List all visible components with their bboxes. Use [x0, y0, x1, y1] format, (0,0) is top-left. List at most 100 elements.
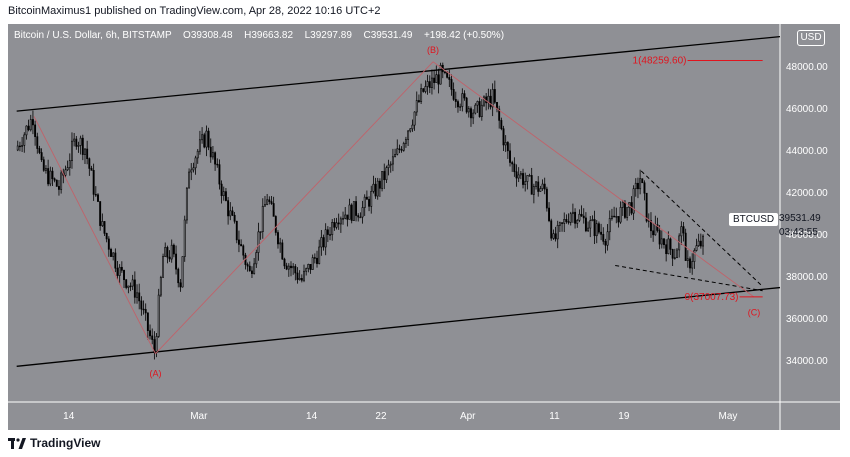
x-tick-label: 22 [375, 411, 387, 422]
candle-body [285, 265, 288, 270]
x-tick-label: May [719, 411, 738, 422]
candle-body [422, 88, 425, 92]
candle-body [378, 180, 381, 189]
chart-pane[interactable]: 34000.00 36000.00 38000.00 40000.00 42000.00… [8, 24, 840, 430]
candle-body [381, 171, 384, 189]
candle-body [435, 74, 438, 83]
candle-body [467, 108, 470, 113]
candle-body [637, 182, 639, 190]
candle-body [324, 229, 327, 248]
candle-body [92, 170, 95, 195]
y-tick-label: 38000.00 [786, 272, 828, 283]
candle-body [394, 154, 397, 158]
candle-body [667, 238, 670, 255]
candle-body [604, 241, 607, 246]
candle-body [185, 187, 188, 221]
candle-body [528, 175, 531, 177]
candle-body [610, 215, 613, 219]
candle-body [652, 230, 655, 236]
candle-body [600, 231, 603, 235]
candle-body [517, 174, 520, 179]
candle-body [274, 216, 277, 233]
candle-body [522, 173, 524, 185]
candle-body [129, 285, 132, 288]
price-chart[interactable]: 34000.00 36000.00 38000.00 40000.00 42000.00… [8, 24, 840, 430]
wave-line [432, 61, 755, 298]
candle-body [16, 145, 19, 151]
candle-body [350, 204, 353, 221]
candle-body [387, 164, 390, 168]
symbol-name: Bitcoin / U.S. Dollar, 6h, BITSTAMP [14, 30, 172, 41]
candle-body [504, 142, 507, 146]
candle-body [322, 237, 325, 248]
candle-body [27, 125, 30, 131]
candle-body [632, 188, 635, 214]
candle-body [444, 71, 446, 73]
candle-body [51, 170, 54, 180]
candle-body [580, 213, 583, 217]
currency-button[interactable]: USD [797, 30, 825, 46]
candle-body [691, 261, 694, 269]
candle-body [424, 86, 427, 92]
y-tick-label: 34000.00 [786, 356, 828, 367]
candle-body [446, 71, 449, 78]
candle-body [433, 77, 436, 83]
candle-body [602, 234, 605, 242]
candle-body [558, 222, 561, 226]
candle-body [66, 167, 69, 171]
candle-body [272, 203, 275, 217]
candle-body [246, 264, 249, 267]
price-tag-symbol: BTCUSD [729, 213, 779, 226]
candle-body [452, 89, 455, 100]
candle-body [257, 231, 260, 253]
candle-body [183, 219, 186, 257]
candle-body [318, 246, 321, 264]
candle-body [595, 223, 598, 237]
candle-body [170, 244, 173, 260]
candle-body [231, 210, 234, 216]
candle-body [99, 201, 102, 226]
candle-body [140, 300, 143, 310]
candle-body [361, 207, 364, 218]
candle-body [697, 240, 700, 246]
candle-body [259, 231, 262, 233]
footer-brand[interactable]: TradingView [8, 436, 100, 450]
candle-body [513, 163, 516, 173]
wedge-line [615, 265, 763, 292]
candle-body [365, 196, 368, 200]
candle-body [474, 104, 477, 114]
candle-body [300, 278, 303, 281]
candle-body [658, 230, 661, 245]
candle-body [556, 224, 559, 240]
candle-body [155, 336, 158, 353]
candle-body [563, 219, 566, 224]
candle-body [457, 101, 459, 108]
candle-body [227, 200, 230, 217]
candle-body [90, 168, 93, 171]
candle-body [237, 239, 240, 245]
candle-body [81, 137, 84, 155]
x-tick-label: Mar [190, 411, 208, 422]
candle-body [695, 245, 698, 251]
candle-body [589, 220, 592, 229]
candle-body [663, 238, 665, 245]
candle-body [430, 77, 433, 88]
candle-body [116, 267, 119, 276]
candle-body [216, 163, 219, 166]
ohlc-open: O39308.48 [183, 30, 233, 41]
candle-body [23, 134, 26, 146]
candle-body [105, 233, 108, 240]
candle-body [463, 93, 466, 99]
candle-body [214, 152, 217, 165]
candle-body [478, 101, 481, 117]
candle-body [329, 234, 331, 236]
candle-body [270, 201, 273, 204]
candle-body [567, 221, 570, 223]
candle-body [511, 162, 514, 165]
candle-body [218, 164, 221, 185]
candle-body [643, 182, 646, 194]
candle-body [550, 220, 553, 239]
candle-body [654, 224, 657, 236]
channel-line [16, 35, 781, 112]
candle-body [222, 191, 225, 196]
